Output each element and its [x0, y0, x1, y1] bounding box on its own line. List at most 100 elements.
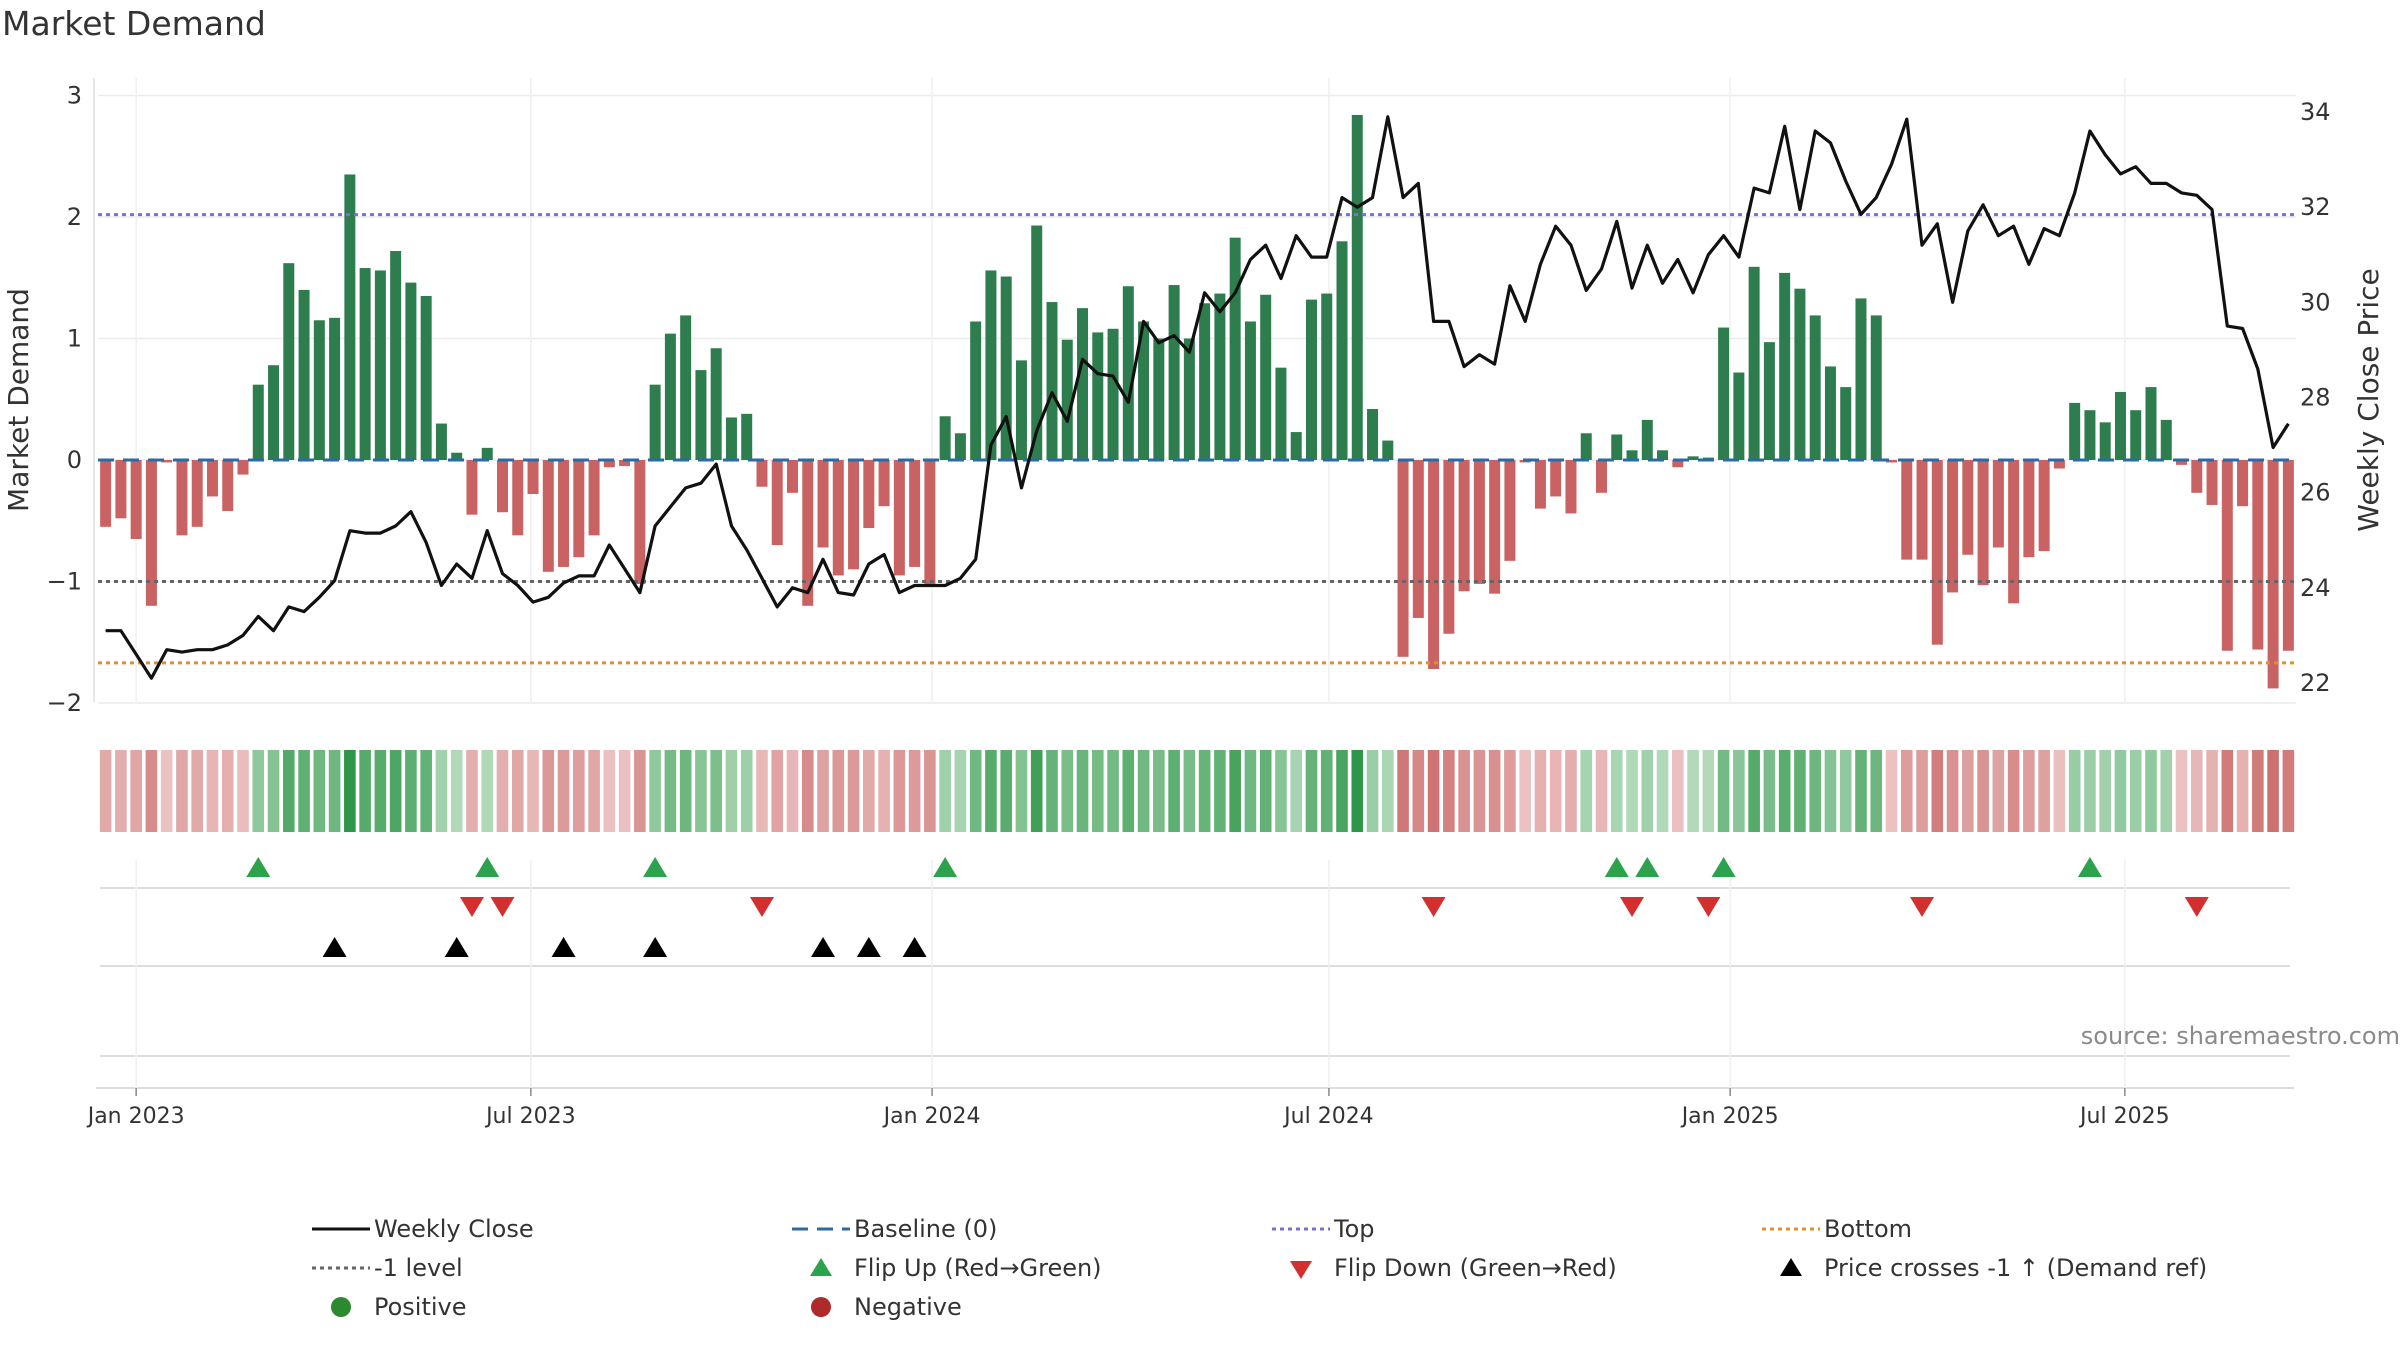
heat-cell [1534, 750, 1547, 832]
demand-bar [405, 282, 417, 460]
demand-bar [466, 460, 478, 515]
demand-bar [1824, 366, 1836, 460]
flip-up-marker [246, 857, 271, 877]
demand-bar [1351, 114, 1363, 460]
demand-bar [2145, 387, 2157, 460]
demand-bar [1840, 387, 1852, 460]
triangle-down-icon [1290, 1261, 1312, 1279]
heat-cell [1183, 750, 1196, 832]
demand-bar [664, 333, 676, 460]
heat-cell [2282, 750, 2295, 832]
heat-cell [2267, 750, 2279, 832]
demand-bar [802, 460, 814, 606]
heat-cell [649, 750, 661, 832]
demand-bar [1199, 303, 1211, 460]
flip-down-marker [490, 897, 515, 917]
demand-bar [191, 460, 203, 527]
demand-bar [2160, 419, 2172, 460]
demand-bar [1672, 460, 1684, 468]
legend-dotted-line-icon [312, 1266, 370, 1270]
heat-cell [1733, 750, 1745, 832]
event-markers [96, 857, 2294, 1089]
heat-cell [1946, 750, 1959, 832]
y-tick-label-right: 24 [2300, 574, 2331, 602]
y-tick-label-right: 22 [2300, 669, 2331, 697]
heat-cell [817, 750, 829, 832]
demand-bar [848, 460, 860, 570]
demand-bar [1428, 460, 1440, 669]
heat-cell [893, 750, 906, 832]
heat-cell [1137, 750, 1150, 832]
y-tick-label-left: 0 [67, 446, 82, 474]
price-cross-marker [322, 937, 347, 957]
heat-cell [2175, 750, 2188, 832]
legend-dashed-line-icon [792, 1227, 850, 1231]
demand-bar [1916, 460, 1928, 560]
heat-cell [1488, 750, 1501, 832]
heat-cell [435, 750, 448, 832]
heat-cell [2068, 750, 2081, 832]
heat-cell [1900, 750, 1913, 832]
heat-cell [725, 750, 738, 832]
heat-cell [1885, 750, 1898, 832]
heat-cell [1504, 750, 1516, 832]
demand-bar [512, 460, 524, 536]
demand-bar [1779, 272, 1791, 460]
heat-cell [1336, 750, 1348, 832]
legend-label: Negative [854, 1293, 962, 1321]
heat-cell [130, 750, 142, 832]
demand-bar [1733, 372, 1745, 460]
flip-down-marker [749, 897, 774, 917]
y-ticks-left: 3 2 1 0 −1 −2 [47, 82, 82, 718]
heat-cell [1320, 750, 1333, 832]
legend-item-minus1: -1 level [300, 1251, 463, 1285]
x-tick-label: Jul 2023 [484, 1104, 576, 1129]
heat-cell [237, 750, 249, 832]
demand-bar [1244, 321, 1256, 460]
demand-bar [832, 460, 844, 576]
heat-cell [115, 750, 127, 832]
heat-cell [1977, 750, 1989, 832]
heat-cell [1168, 750, 1180, 832]
heat-cell [1839, 750, 1852, 832]
heat-cell [344, 750, 356, 832]
flip-down-marker [1696, 897, 1721, 917]
legend-item-top: Top [1260, 1212, 1375, 1246]
demand-bar [1122, 286, 1134, 460]
demand-bar [1534, 460, 1546, 509]
heat-cell [679, 750, 692, 832]
heat-cell [664, 750, 677, 832]
heat-cell [954, 750, 967, 832]
x-tick-label: Jul 2025 [2078, 1104, 2170, 1129]
demand-bar [283, 263, 295, 460]
y-ticks-right: 34 32 30 28 26 24 22 [2300, 98, 2331, 697]
heat-cell [1824, 750, 1837, 832]
heat-cell [1702, 750, 1715, 832]
heat-cell [588, 750, 600, 832]
heat-cell [878, 750, 890, 832]
heat-cell [710, 750, 722, 832]
legend-label: Baseline (0) [854, 1215, 998, 1243]
heat-cell [1366, 750, 1379, 832]
heat-cell [496, 750, 509, 832]
heat-cell [1122, 750, 1135, 832]
heat-cell [481, 750, 494, 832]
heat-cell [2236, 750, 2249, 832]
demand-bar [1077, 308, 1089, 460]
demand-bar [924, 460, 936, 584]
heat-cell [1992, 750, 2005, 832]
demand-bar [1015, 360, 1027, 460]
legend-item-flip-down: Flip Down (Green→Red) [1260, 1251, 1617, 1285]
demand-bar [1748, 266, 1760, 460]
price-cross-marker [902, 937, 927, 957]
demand-bar [313, 320, 325, 460]
heat-cell [2053, 750, 2066, 832]
demand-bar [939, 416, 951, 460]
y-axis-label-left: Market Demand [2, 288, 35, 512]
demand-bar [420, 295, 432, 460]
heat-cell [985, 750, 997, 832]
heat-cell [2221, 750, 2234, 832]
price-cross-marker [444, 937, 469, 957]
heat-cell [1397, 750, 1409, 832]
y-tick-label-right: 32 [2300, 193, 2331, 221]
